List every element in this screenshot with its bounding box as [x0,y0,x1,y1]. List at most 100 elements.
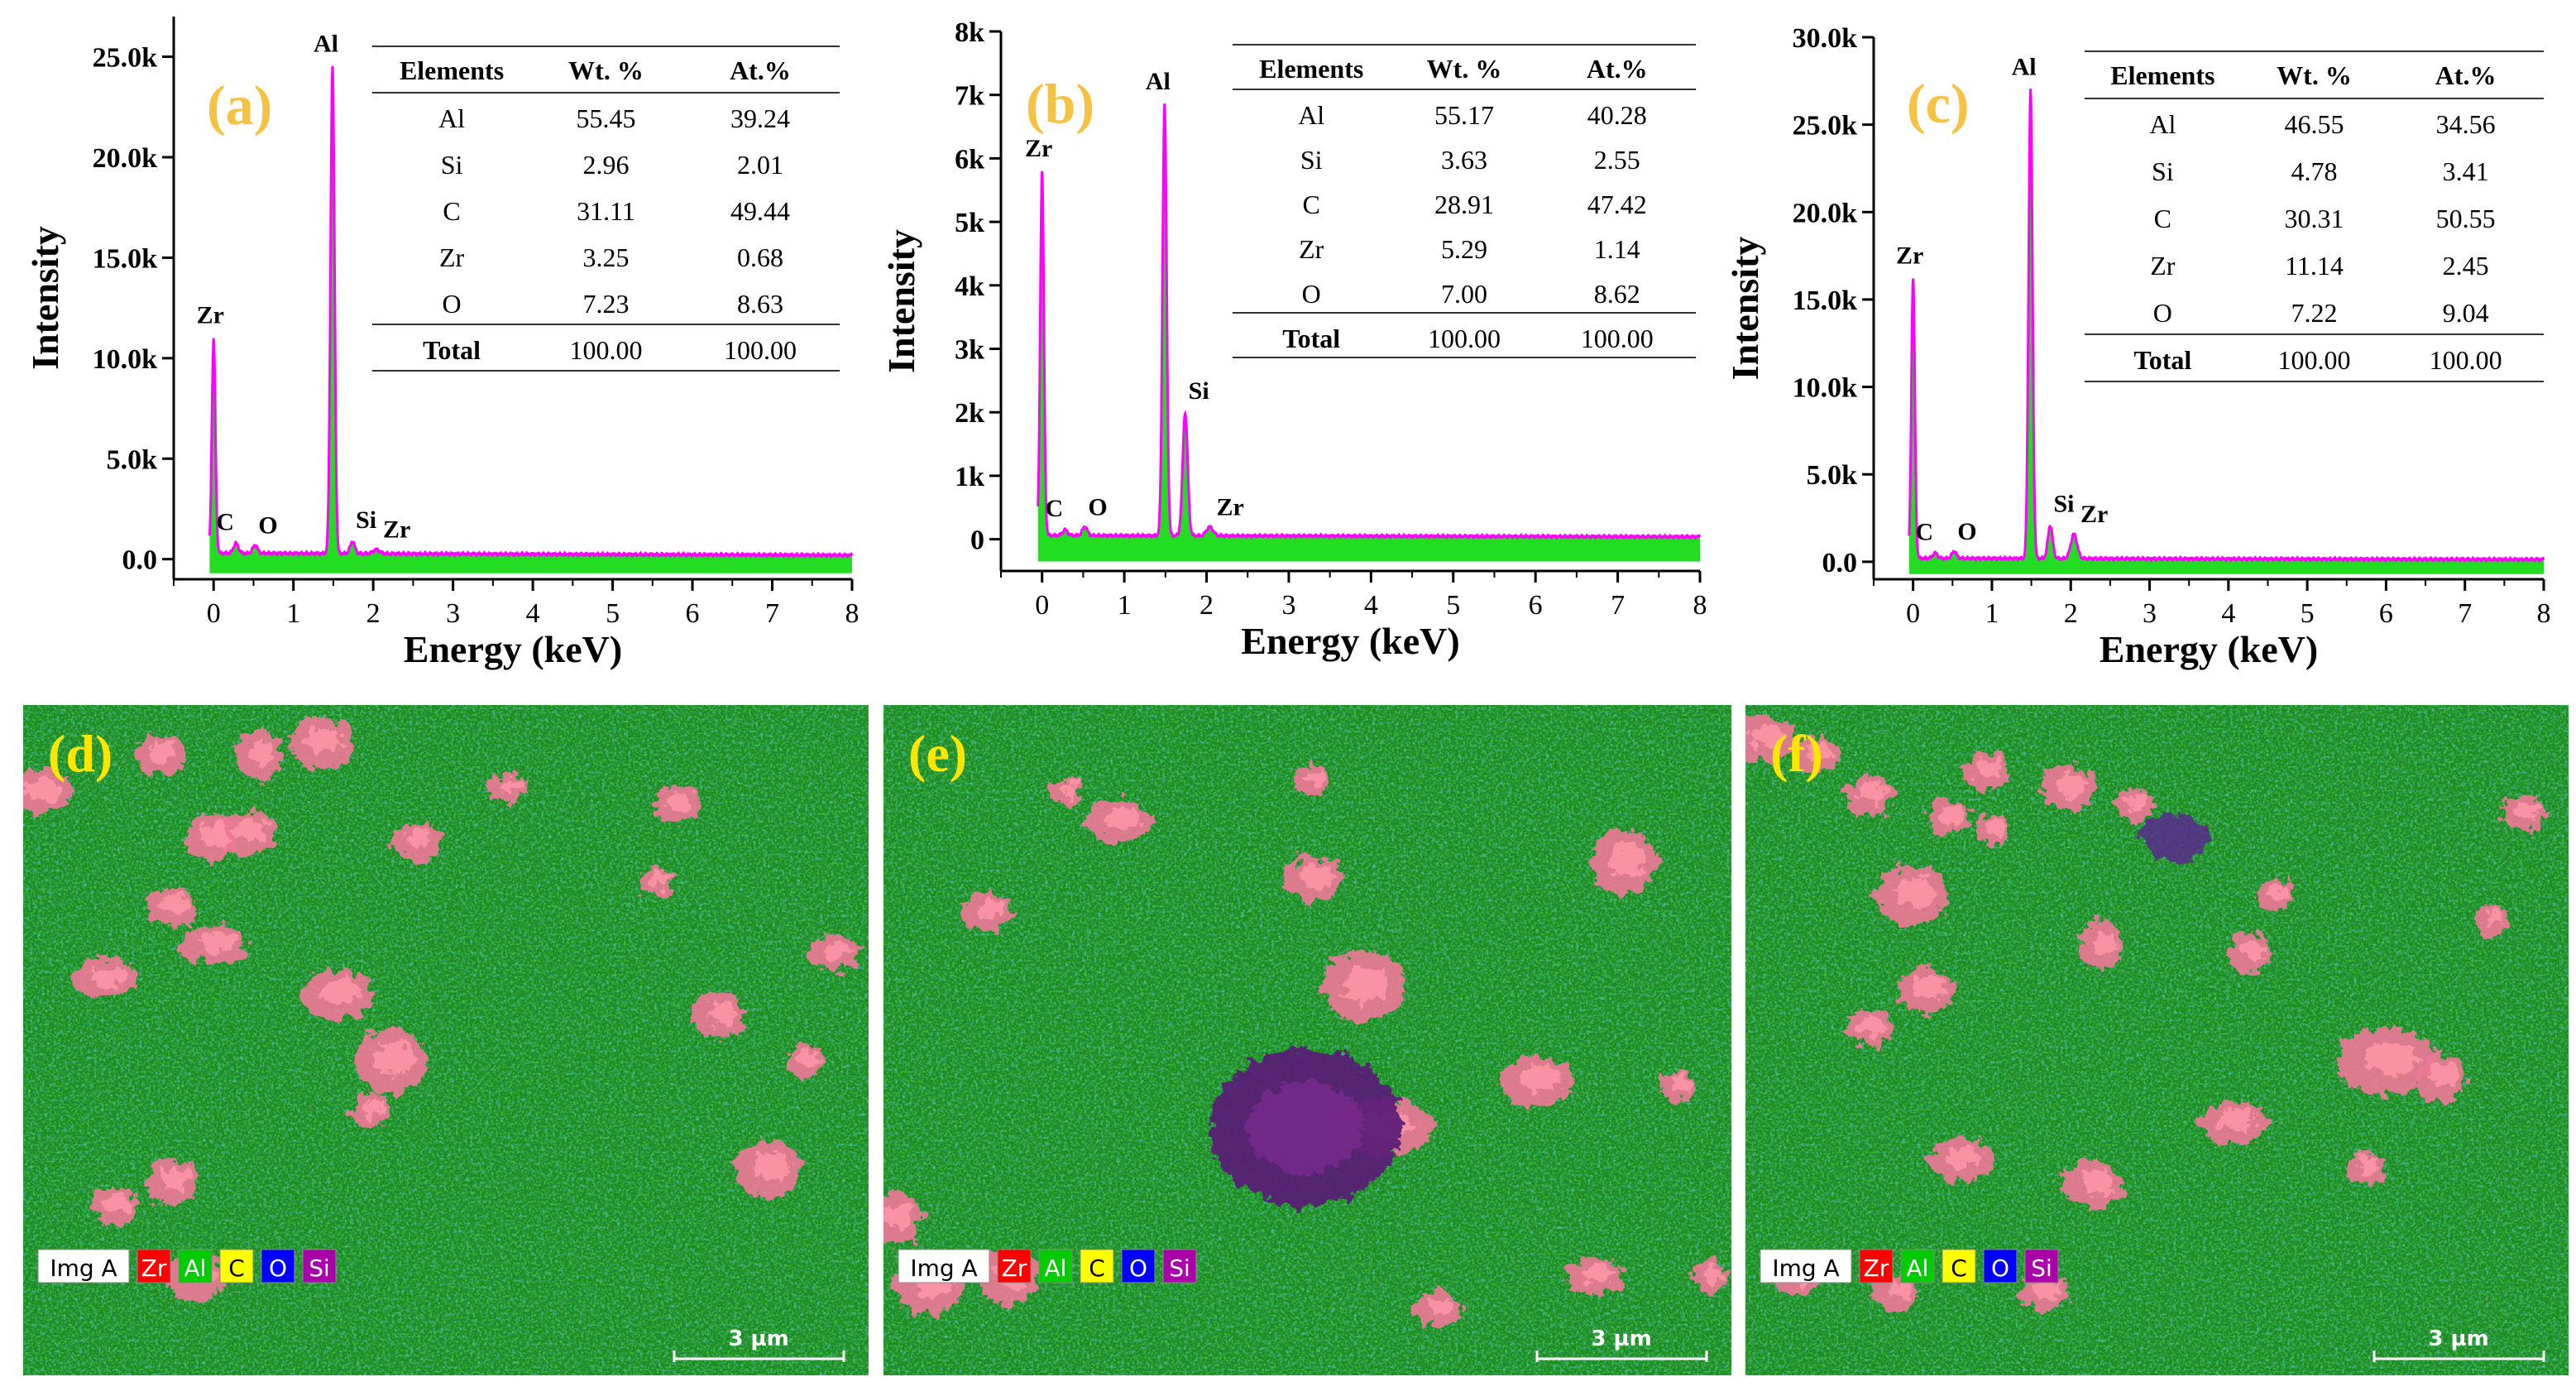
table-cell: 7.00 [1441,279,1487,309]
peak-label-al: Al [314,31,338,58]
zr-particle-core [797,1049,819,1067]
eds-map-0: (d) Img A Zr Al C O Si 3 µm [23,705,869,1375]
zr-particle-core [2219,1110,2255,1131]
zr-particle-core [233,820,266,842]
x-tick-label: 5 [606,598,620,629]
x-tick-label: 6 [1529,590,1543,621]
composition-table: Elements Wt. % At.% Al 55.45 39.24 Si 2.96 2.01 C… [372,46,840,372]
map-image [883,705,1731,1375]
table-header: Wt. % [1427,54,1502,84]
peak-label-c: C [1046,495,1064,522]
zr-particle-core [885,1202,913,1229]
zr-particle-core [1939,805,1964,823]
table-cell: 3.25 [583,242,630,272]
table-cell: Zr [439,242,465,272]
legend-swatch-zr [997,1249,1032,1283]
table-cell: 2.01 [737,150,783,180]
zr-particle-core [2430,1063,2458,1087]
legend-label: Img A [910,1254,977,1282]
zr-particle-core [1805,743,1833,761]
y-tick-label: 4k [955,271,984,302]
legend-label: Zr [1864,1254,1889,1282]
zr-particle-core [1520,1067,1561,1091]
table-cell: 1.14 [1594,234,1640,264]
table-total-cell: 100.00 [1428,324,1501,353]
zr-particle-core [1428,1298,1454,1316]
table-cell: Al [438,103,465,133]
table-cell: Zr [2150,251,2176,281]
table-cell: Al [1298,100,1324,130]
zr-particle-core [149,742,177,762]
peak-label-zr: Zr [1217,493,1244,521]
eds-map-2: (f) Img A Zr Al C O Si 3 µm [1745,705,2569,1375]
peak-label-c: C [216,508,234,535]
zr-particle-core [91,966,127,986]
zr-particle-core [1884,1281,1911,1299]
table-cell: O [1302,279,1321,309]
x-tick-label: 4 [1364,590,1378,621]
table-cell: C [2154,204,2171,233]
table-cell: O [442,289,461,319]
zr-particle-core [199,933,235,952]
y-tick-label: 20.0k [93,143,158,174]
legend-label: Zr [1002,1254,1027,1282]
zr-particle-core [2241,940,2266,962]
x-tick-label: 0 [207,598,221,629]
panel-label: (d) [48,724,113,783]
table-cell: 8.63 [737,289,783,319]
zr-particle-core [2358,1158,2381,1174]
table-cell: 3.63 [1441,145,1487,175]
x-tick-label: 3 [1281,590,1295,621]
table-cell: 2.45 [2443,251,2489,281]
y-axis-title: Intensity [880,229,922,373]
zr-particle-core [104,1194,131,1212]
x-tick-label: 5 [2301,598,2315,629]
eds-map-1: (e) Img A Zr Al C O Si 3 µm [883,705,1731,1375]
table-cell: 2.55 [1594,145,1640,175]
table-total-cell: 100.00 [2430,345,2502,375]
x-tick-label: 1 [286,598,300,629]
legend-label: C [1089,1254,1105,1282]
zr-particle-core [1582,1264,1615,1283]
x-tick-label: 8 [845,598,859,629]
zr-particle-core [2126,794,2149,810]
zr-particle-core [1060,783,1078,796]
zr-particle-core [1745,725,1785,746]
zr-particles [1745,717,2545,1311]
table-cell: 2.96 [583,150,630,180]
y-tick-label: 25.0k [1793,111,1858,142]
zr-particle-core [374,1042,415,1075]
composition-table: Elements Wt. % At.% Al 46.55 34.56 Si 4.78 3.41 C… [2085,50,2544,382]
table-cell: 5.29 [1441,234,1487,264]
legend-swatch-c [1080,1249,1114,1283]
table-cell: Si [1300,145,1323,175]
table-header: Wt. % [568,55,644,85]
y-tick-label: 0.0 [122,545,158,576]
table-cell: 7.22 [2291,298,2338,328]
x-axis-title: Energy (keV) [404,628,622,670]
y-tick-label: 5.0k [1807,460,1858,491]
panel-label: (c) [1907,72,1969,135]
legend-label: Zr [141,1254,167,1282]
zr-particle-core [499,778,522,793]
y-tick-label: 30.0k [1793,23,1858,54]
spectrum-fill [209,65,852,573]
panel-label: (b) [1026,72,1094,135]
legend-label: Al [1045,1254,1067,1282]
table-header: At.% [730,55,791,85]
x-axis-title: Energy (keV) [2100,628,2318,670]
zr-particle-core [823,942,851,960]
zr-particle-core [2484,910,2502,925]
legend-swatch-o [261,1249,295,1283]
zr-particle-core [1300,865,1333,888]
legend-swatch-img-a [1760,1249,1852,1283]
legend-label: Al [1907,1254,1929,1282]
zr-particle-core [2033,1281,2061,1299]
table-cell: Si [2152,156,2174,186]
peak-label-o: O [1957,518,1976,545]
legend-label: Img A [1772,1254,1839,1282]
panel-label: (a) [207,74,272,137]
zr-particle-core [753,1152,789,1180]
zr-particles [23,716,859,1301]
y-tick-label: 6k [955,144,984,175]
